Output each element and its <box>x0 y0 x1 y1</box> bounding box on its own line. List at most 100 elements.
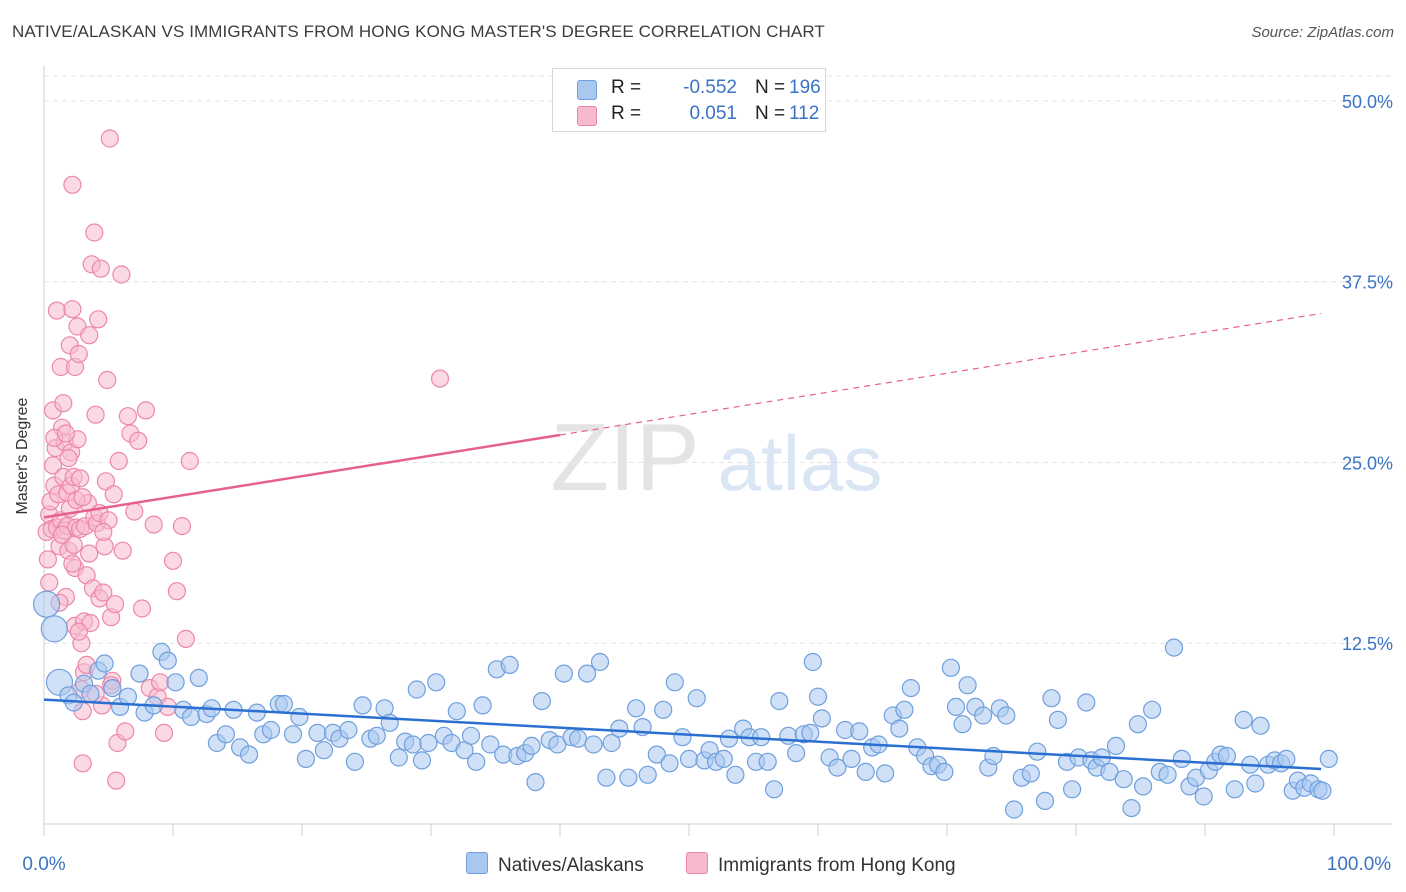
x-tick-label: 100.0% <box>1327 854 1392 875</box>
natives-point <box>619 768 638 787</box>
natives-point <box>935 762 954 782</box>
natives-point <box>610 719 629 738</box>
natives-point <box>1133 777 1153 796</box>
natives-point <box>522 736 541 756</box>
natives-point <box>719 729 739 748</box>
watermark-zip: ZIP <box>550 404 699 511</box>
natives-point <box>764 780 784 799</box>
natives-point <box>314 741 333 760</box>
natives-point <box>1077 693 1096 712</box>
legend-n-value: 196 <box>789 77 821 98</box>
natives-point <box>1277 749 1296 769</box>
legend-swatch-hong-kong <box>686 852 708 874</box>
legend-label-hong-kong: Immigrants from Hong Kong <box>718 855 956 876</box>
tick-labels: 12.5% 25.0% 37.5% 50.0% 0.0% 100.0% <box>22 92 1393 875</box>
hong-kong-point <box>129 431 148 450</box>
hong-kong-point <box>154 723 174 743</box>
natives-point <box>687 689 706 708</box>
natives-point <box>403 735 422 754</box>
natives-point <box>1062 780 1082 799</box>
natives-point <box>1172 749 1191 769</box>
hong-kong-point <box>56 424 76 443</box>
natives-point <box>1246 774 1265 793</box>
natives-point <box>842 749 861 769</box>
hong-kong-trend-line <box>43 433 561 519</box>
hong-kong-point <box>70 469 90 488</box>
hong-kong-point <box>91 259 110 278</box>
hong-kong-point <box>73 754 92 773</box>
natives-point <box>890 719 909 738</box>
natives-point <box>158 651 177 670</box>
natives-point <box>1122 798 1141 818</box>
hong-kong-point <box>59 449 78 468</box>
natives-point <box>1048 710 1068 730</box>
legend-swatch-hong-kong <box>577 106 597 126</box>
hong-kong-point <box>109 451 128 471</box>
natives-point <box>412 751 432 770</box>
natives-point <box>1313 781 1332 800</box>
legend-item-hong-kong: Immigrants from Hong Kong <box>686 852 956 877</box>
natives-point <box>1028 742 1047 761</box>
hong-kong-point <box>176 629 195 649</box>
hong-kong-point <box>38 550 58 569</box>
natives-point <box>856 762 875 782</box>
hong-kong-point <box>63 175 82 194</box>
natives-point <box>647 745 666 764</box>
natives-point <box>40 615 68 643</box>
natives-point <box>1234 710 1253 730</box>
natives-point <box>427 673 446 692</box>
natives-point <box>81 684 100 703</box>
natives-point <box>812 709 832 728</box>
natives-point <box>1114 770 1133 789</box>
natives-point <box>1194 787 1213 806</box>
natives-point <box>1217 746 1237 766</box>
natives-point <box>389 748 408 767</box>
natives-point <box>308 723 327 743</box>
natives-point <box>500 655 519 675</box>
series-hong-kong-points <box>37 129 450 790</box>
legend-item-natives: Natives/Alaskans <box>466 852 644 877</box>
watermark: ZIP atlas <box>550 404 882 511</box>
natives-point <box>103 678 122 698</box>
correlation-legend: R = -0.552 N = 196 R = 0.051 N = 112 <box>552 68 826 132</box>
hong-kong-point <box>89 310 108 329</box>
natives-point <box>261 720 281 740</box>
series-natives-points <box>32 590 1338 819</box>
natives-point <box>638 765 657 784</box>
natives-point <box>166 673 185 692</box>
natives-point <box>602 733 621 753</box>
natives-point <box>447 702 466 721</box>
natives-point <box>182 707 201 727</box>
hong-kong-point <box>100 129 119 148</box>
natives-point <box>673 728 692 747</box>
hong-kong-point <box>52 525 72 544</box>
natives-point <box>1106 736 1126 756</box>
natives-point <box>660 754 679 773</box>
hong-kong-point <box>80 544 99 563</box>
natives-point <box>1128 715 1148 734</box>
natives-point <box>803 652 822 672</box>
natives-point <box>958 676 977 695</box>
natives-point <box>953 715 972 734</box>
natives-point <box>679 749 699 769</box>
legend-n-value: 112 <box>789 103 820 124</box>
natives-point <box>1158 765 1177 784</box>
natives-point <box>240 745 259 764</box>
hong-kong-point <box>167 582 186 601</box>
hong-kong-point <box>132 599 152 618</box>
natives-point <box>850 722 869 741</box>
hong-kong-point <box>112 265 131 284</box>
hong-kong-trend-extension <box>559 312 1322 436</box>
natives-point <box>345 752 364 771</box>
natives-point <box>875 764 895 783</box>
natives-point <box>296 749 315 769</box>
hong-kong-point <box>180 451 199 471</box>
natives-point <box>577 664 597 683</box>
natives-point <box>770 691 789 711</box>
y-tick-label: 50.0% <box>1342 92 1393 112</box>
natives-point <box>758 752 777 771</box>
natives-point <box>901 678 921 698</box>
hong-kong-point <box>73 488 92 507</box>
chart-title: NATIVE/ALASKAN VS IMMIGRANTS FROM HONG K… <box>12 22 825 41</box>
natives-point <box>1035 791 1055 811</box>
